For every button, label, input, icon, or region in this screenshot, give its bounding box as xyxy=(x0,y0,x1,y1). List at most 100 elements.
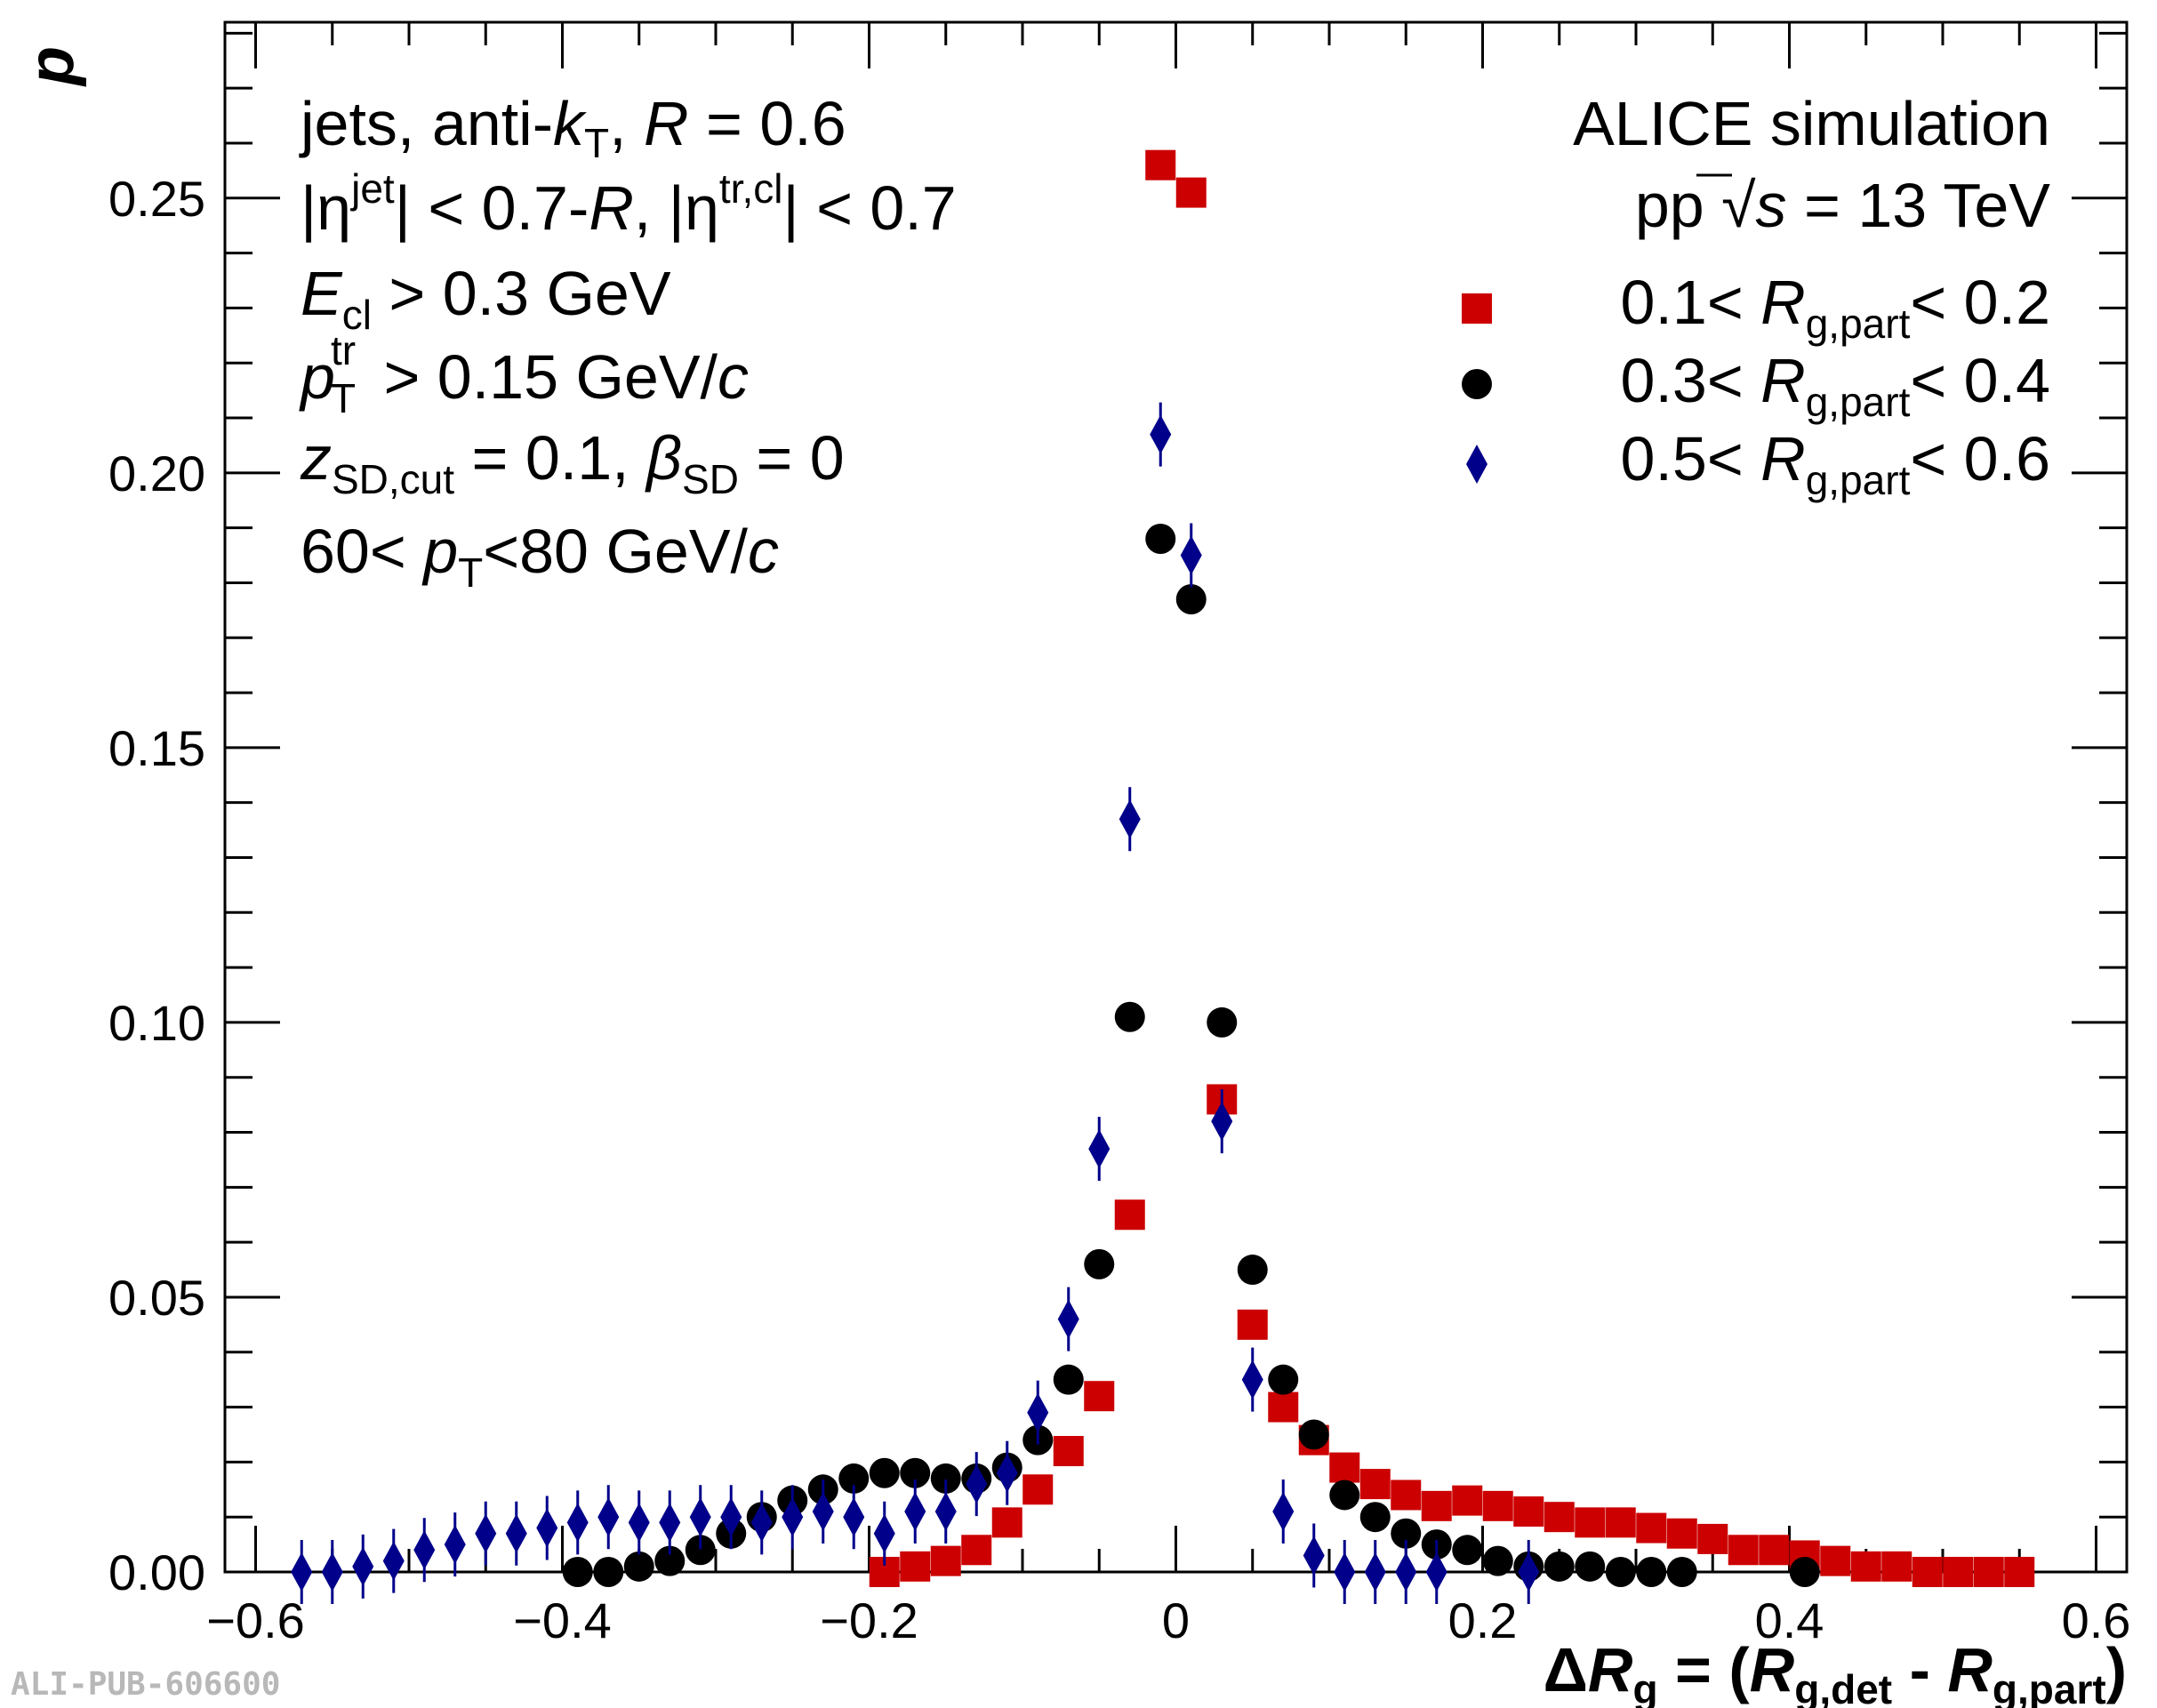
data-point-circle xyxy=(562,1557,593,1587)
annotation-line-2: |ηjet| < 0.7-R, |ηtr,cl| < 0.7 xyxy=(301,165,957,243)
x-axis-label-delta: Δ xyxy=(1544,1635,1588,1704)
data-point-square xyxy=(1759,1535,1790,1566)
data-point-square xyxy=(1605,1507,1636,1538)
legend-1-r: R xyxy=(1760,268,1806,337)
data-point-square xyxy=(1728,1535,1759,1566)
data-point-diamond xyxy=(1119,799,1141,839)
annotation-line-6: 60< pT<80 GeV/c xyxy=(301,517,779,596)
ann6-a: 60< xyxy=(301,517,423,586)
data-point-diamond xyxy=(934,1492,957,1532)
data-point-square xyxy=(991,1507,1022,1538)
data-point-circle xyxy=(1268,1364,1299,1395)
legend: 0.1< Rg,part< 0.2 0.3< Rg,part< 0.4 0.5<… xyxy=(1462,268,2050,503)
data-point-square xyxy=(1359,1469,1391,1500)
data-point-circle xyxy=(1636,1557,1667,1587)
ann1-k: k xyxy=(553,89,587,158)
x-axis-label-g: g xyxy=(1632,1666,1657,1708)
data-point-square xyxy=(930,1545,961,1576)
annotation-line-5: zSD,cut = 0.1, βSD = 0 xyxy=(300,423,845,502)
annotation-line-1: jets, anti-kT, R = 0.6 xyxy=(299,89,846,166)
ann3-e: E xyxy=(301,259,343,328)
data-point-square xyxy=(1022,1474,1054,1505)
ann6-psub: T xyxy=(458,549,483,596)
data-point-diamond xyxy=(505,1513,527,1553)
data-point-square xyxy=(1482,1490,1513,1521)
data-point-square xyxy=(1175,177,1207,208)
data-point-circle xyxy=(1452,1535,1483,1566)
data-point-diamond xyxy=(628,1503,650,1543)
data-point-square xyxy=(1237,1309,1268,1340)
ann4-c: c xyxy=(718,342,749,412)
x-tick-label: −0.6 xyxy=(206,1592,305,1648)
data-point-diamond xyxy=(536,1508,558,1548)
ann6-p: p xyxy=(421,517,458,586)
sqrt-symbol: √ xyxy=(1721,171,1756,240)
data-point-diamond xyxy=(1180,535,1202,575)
data-point-square xyxy=(2004,1557,2035,1587)
data-point-circle xyxy=(1114,1001,1145,1032)
data-point-circle xyxy=(1789,1557,1820,1587)
y-tick-label: 0.00 xyxy=(108,1544,205,1600)
data-point-diamond xyxy=(475,1513,497,1553)
data-point-circle xyxy=(1544,1551,1575,1582)
legend-3-b: < 0.6 xyxy=(1910,424,2050,493)
axes-group: −0.6 −0.4 −0.2 0 0.2 0.4 0.6 0.00 0.05 0.10 0.15 0.… xyxy=(108,20,2130,1648)
energy-label-a: pp xyxy=(1635,171,1721,240)
x-axis-label-sub2: g,part xyxy=(1993,1666,2106,1708)
data-point-square xyxy=(900,1551,931,1582)
data-point-diamond xyxy=(720,1497,742,1537)
data-point-diamond xyxy=(1211,1102,1233,1142)
data-point-circle xyxy=(1391,1518,1422,1549)
ann3-b: > 0.3 GeV xyxy=(372,259,671,328)
data-point-circle xyxy=(1298,1419,1329,1450)
data-point-square xyxy=(1697,1523,1728,1554)
legend-marker-circle xyxy=(1462,369,1492,399)
data-point-circle xyxy=(1329,1479,1360,1511)
data-point-circle xyxy=(900,1457,931,1488)
data-point-circle xyxy=(1237,1255,1268,1286)
data-point-diamond xyxy=(1303,1536,1325,1576)
y-tick-label: 0.20 xyxy=(108,445,205,501)
y-tick-label: 0.05 xyxy=(108,1270,205,1326)
data-point-diamond xyxy=(1150,414,1172,454)
data-point-circle xyxy=(1359,1502,1391,1533)
data-point-diamond xyxy=(382,1541,405,1581)
ann5-beta: β xyxy=(645,423,682,493)
ann2-b: | < 0.7- xyxy=(395,173,589,243)
data-point-square xyxy=(1145,149,1176,180)
energy-label-s: s xyxy=(1756,171,1787,240)
data-point-circle xyxy=(1084,1248,1115,1279)
data-point-diamond xyxy=(659,1503,681,1543)
ann2-asup: jet xyxy=(349,165,395,212)
data-point-square xyxy=(1513,1496,1544,1528)
annotation-line-3: Ecl > 0.3 GeV xyxy=(301,259,671,338)
data-point-diamond xyxy=(689,1497,711,1537)
data-point-square xyxy=(1329,1452,1360,1483)
data-point-circle xyxy=(838,1463,870,1494)
data-point-diamond xyxy=(904,1492,926,1532)
data-point-circle xyxy=(869,1457,900,1488)
x-axis-label-r1: R xyxy=(1750,1635,1795,1704)
data-point-circle xyxy=(1053,1364,1084,1395)
x-tick-label: −0.4 xyxy=(513,1592,612,1648)
ann1-ksub: T xyxy=(584,120,609,166)
ann5-betasub: SD xyxy=(682,456,739,502)
data-point-circle xyxy=(685,1535,716,1566)
ann4-psup: tr xyxy=(331,327,356,373)
data-point-circle xyxy=(1666,1557,1697,1587)
data-point-square xyxy=(1881,1551,1912,1582)
x-axis-label-r2: R xyxy=(1947,1635,1993,1704)
ann2-csup: tr,cl xyxy=(719,165,783,212)
data-point-square xyxy=(1943,1557,1974,1587)
data-point-diamond xyxy=(966,1464,988,1504)
data-point-circle xyxy=(1605,1557,1636,1587)
data-point-diamond xyxy=(352,1546,374,1586)
ann1-c: = 0.6 xyxy=(689,89,846,158)
data-point-diamond xyxy=(1425,1552,1447,1592)
energy-label-b: = 13 TeV xyxy=(1787,171,2051,240)
ann5-c: = 0 xyxy=(739,423,845,493)
data-point-diamond xyxy=(1027,1392,1049,1432)
ann1-r: R xyxy=(644,89,689,158)
